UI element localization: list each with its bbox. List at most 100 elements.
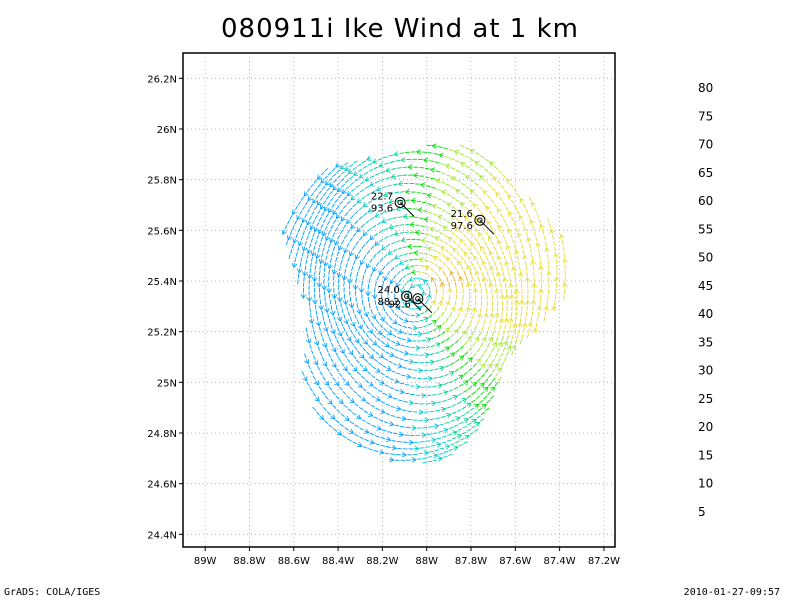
streamline-segment [505,312,508,318]
wind-arrow [352,366,358,372]
streamline-segment [456,409,462,412]
wind-arrow [562,282,568,288]
streamline-segment [432,249,437,252]
streamline-segment [452,240,457,244]
streamline-segment [494,381,499,387]
station-label-bottom: 88.2 [377,297,399,308]
wind-arrow [378,270,384,276]
streamline-segment [476,260,480,266]
wind-arrow [550,305,557,311]
wind-arrow [531,201,536,207]
streamline-segment [472,382,477,386]
streamline-segment [365,311,368,317]
streamline-segment [318,229,322,234]
streamline-segment [484,168,489,172]
streamline-segment [468,376,473,381]
streamline-segment [378,311,382,317]
streamline-segment [503,356,507,362]
streamline-segment [468,415,474,419]
streamline-segment [318,190,323,195]
streamline-segment [301,371,305,376]
wind-arrow [475,358,481,364]
streamline-segment [349,271,352,278]
wind-arrow [453,149,460,156]
streamline-segment [372,333,377,338]
wind-arrow [526,236,532,243]
streamline-segment [514,317,517,323]
wind-arrow [455,188,461,195]
streamline-segment [335,381,340,386]
streamline-segment [374,435,380,438]
streamline-segment [436,334,441,338]
streamline-segment [506,266,509,272]
streamline-segment [502,330,506,335]
streamline-segment [475,271,478,277]
streamline-segment [526,305,528,311]
streamline-segment [358,249,362,254]
streamline-segment [450,333,455,338]
streamline-segment [390,258,394,263]
streamline-segment [379,257,384,262]
wind-arrow [471,306,478,313]
wind-arrow [306,296,313,302]
streamline-segment [342,377,346,382]
streamline-segment [322,376,326,381]
wind-arrow [503,317,509,323]
streamline-segment [388,302,392,309]
streamline-segment [377,345,381,349]
streamline-segment [450,352,455,357]
streamline-segment [444,241,449,245]
streamline-segment [495,235,499,240]
wind-arrow [323,261,329,267]
streamline-segment [460,192,465,196]
streamline-segment [389,378,395,381]
streamline-segment [461,406,467,410]
streamline-segment [471,223,476,228]
streamline-segment [436,188,442,191]
streamline-segment [380,372,385,376]
streamline-segment [532,266,535,271]
streamline-segment [491,215,496,220]
wind-arrow [418,409,424,416]
streamline-segment [399,231,405,234]
wind-arrow [365,291,371,297]
chart-title: 080911i Ike Wind at 1 km [221,14,579,44]
wind-arrow [559,233,565,240]
wind-arrow [444,346,450,352]
wind-arrow [497,341,503,347]
wind-arrow [474,336,480,342]
streamline-segment [434,161,440,164]
colorbar-label: 5 [698,505,706,519]
streamline-segment [481,236,485,242]
streamline-segment [329,237,334,243]
wind-arrow [530,259,536,266]
streamline-segment [397,323,403,327]
streamline-segment [425,346,431,349]
streamline-segment [466,394,472,399]
wind-arrow [431,437,437,443]
streamline-segment [297,246,300,252]
wind-arrow [362,230,369,237]
streamline-segment [312,406,317,411]
streamline-segment [306,188,311,192]
wind-arrow [441,190,447,196]
streamline-segment [331,167,336,172]
streamline-segment [546,253,549,259]
wind-arrow [391,444,398,451]
colorbar-label: 40 [698,307,713,321]
wind-arrow [424,450,430,456]
streamline-segment [404,392,410,395]
streamline-segment [328,318,331,324]
streamline-segment [446,257,450,262]
streamline-segment [374,241,379,246]
streamline-segment [388,423,394,426]
streamline-segment [371,366,377,370]
streamline-segment [381,299,384,306]
streamline-segment [468,357,473,362]
streamline-segment [333,263,337,269]
streamline-segment [374,180,380,184]
streamline-segment [509,323,512,329]
streamline-segment [396,305,401,310]
streamline-segment [378,195,383,199]
streamline-segment [476,387,481,392]
